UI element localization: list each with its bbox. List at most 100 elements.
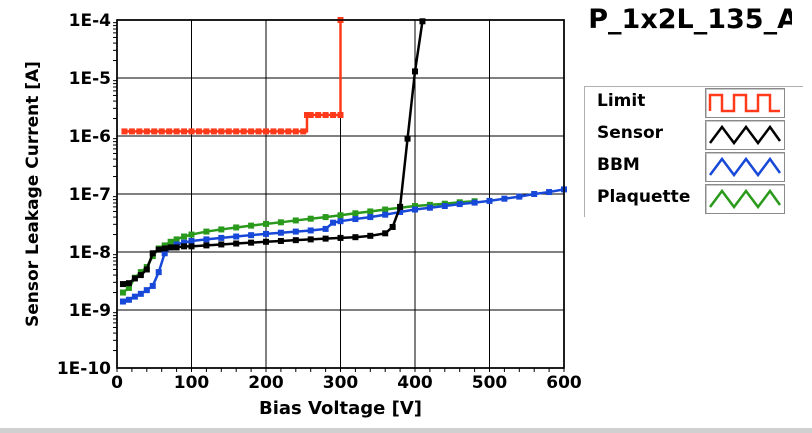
data-point-bbm (263, 230, 269, 237)
legend-item-sensor[interactable]: Sensor (585, 119, 803, 150)
x-tick-label: 600 (546, 373, 582, 393)
data-point-sensor (125, 280, 132, 287)
data-point-bbm (233, 233, 240, 240)
x-tick-label: 500 (472, 373, 508, 393)
data-point-plaquette (248, 222, 255, 229)
data-point-sensor (322, 235, 329, 242)
data-point-limit (285, 128, 292, 135)
data-point-limit (337, 112, 344, 119)
data-point-sensor (181, 243, 188, 250)
data-point-limit (292, 128, 299, 135)
data-point-limit (218, 128, 225, 135)
data-point-limit (136, 128, 143, 135)
data-point-sensor (149, 250, 156, 257)
x-tick-label: 300 (323, 373, 359, 393)
data-point-bbm (367, 214, 374, 221)
data-point-plaquette (412, 203, 418, 210)
y-tick-label: 1E-8 (69, 243, 111, 263)
data-point-sensor (367, 232, 374, 239)
legend-swatch-bbm[interactable] (705, 152, 785, 182)
data-point-plaquette (307, 215, 314, 222)
legend-swatch-sensor[interactable] (705, 120, 785, 150)
data-point-bbm (155, 269, 162, 276)
data-point-plaquette (367, 208, 374, 215)
x-tick-label: 100 (174, 373, 210, 393)
data-point-limit (173, 128, 180, 135)
data-point-bbm (471, 199, 478, 206)
data-point-limit (210, 128, 217, 135)
data-point-sensor (188, 243, 195, 250)
data-point-plaquette (337, 212, 344, 219)
sensor-swatch-icon (709, 124, 782, 146)
y-tick-label: 1E-5 (69, 69, 111, 89)
data-point-sensor (307, 236, 314, 243)
data-point-plaquette (277, 219, 284, 226)
data-point-limit (158, 128, 165, 135)
data-point-sensor (352, 234, 359, 241)
data-point-sensor (419, 18, 426, 25)
data-point-sensor (131, 275, 138, 282)
data-point-sensor (203, 242, 210, 249)
data-point-plaquette (203, 228, 210, 235)
data-point-sensor (173, 244, 180, 251)
y-tick-label: 1E-9 (69, 301, 111, 321)
data-point-sensor (143, 266, 150, 273)
data-point-sensor (397, 203, 404, 210)
legend-item-limit[interactable]: Limit (585, 87, 803, 118)
data-point-plaquette (119, 289, 126, 296)
legend-item-bbm[interactable]: BBM (585, 151, 803, 182)
plaquette-swatch-icon (709, 188, 782, 210)
data-point-plaquette (218, 226, 225, 233)
y-tick-label: 1E-10 (57, 359, 111, 379)
data-point-bbm (218, 234, 225, 241)
y-tick-label: 1E-6 (69, 127, 111, 147)
data-point-limit (270, 128, 277, 135)
data-point-sensor (119, 281, 126, 288)
data-point-limit (277, 128, 284, 135)
data-point-bbm (131, 293, 138, 300)
data-point-bbm (248, 232, 255, 239)
data-point-bbm (188, 237, 195, 244)
data-point-bbm (181, 239, 188, 246)
data-point-sensor (412, 68, 418, 75)
data-point-sensor (404, 135, 411, 142)
data-point-limit (322, 112, 329, 119)
data-point-sensor (161, 245, 168, 252)
x-tick-label: 200 (248, 373, 284, 393)
data-point-sensor (167, 244, 174, 251)
data-point-sensor (382, 230, 389, 237)
data-point-bbm (149, 282, 156, 289)
x-axis-label: Bias Voltage [V] (259, 398, 422, 419)
data-point-limit (203, 128, 210, 135)
legend-label-sensor: Sensor (597, 123, 664, 143)
data-point-plaquette (125, 284, 132, 291)
data-point-sensor (233, 240, 240, 247)
data-point-limit (166, 128, 173, 135)
bottom-border (0, 428, 812, 433)
data-point-bbm (501, 195, 508, 202)
data-point-plaquette (352, 210, 359, 217)
data-point-bbm (412, 206, 418, 213)
legend-swatch-plaquette[interactable] (705, 184, 785, 214)
data-point-bbm (546, 189, 553, 196)
data-point-limit (330, 112, 337, 119)
data-point-limit (248, 128, 255, 135)
data-point-limit (255, 128, 262, 135)
data-point-bbm (203, 236, 210, 243)
data-point-limit (233, 128, 240, 135)
plot-frame (116, 19, 565, 369)
x-tick-label: 0 (111, 373, 123, 393)
data-point-sensor (218, 241, 225, 248)
data-point-bbm (486, 197, 493, 204)
data-point-bbm (161, 250, 168, 257)
bbm-swatch-icon (709, 156, 782, 178)
data-point-limit (303, 112, 310, 119)
data-point-sensor (263, 238, 269, 245)
data-point-limit (307, 112, 314, 119)
data-point-plaquette (173, 236, 180, 243)
legend-item-plaquette[interactable]: Plaquette (585, 183, 803, 214)
data-point-limit (181, 128, 188, 135)
data-point-plaquette (233, 224, 240, 231)
legend-swatch-limit[interactable] (705, 88, 785, 118)
data-point-bbm (456, 201, 463, 208)
